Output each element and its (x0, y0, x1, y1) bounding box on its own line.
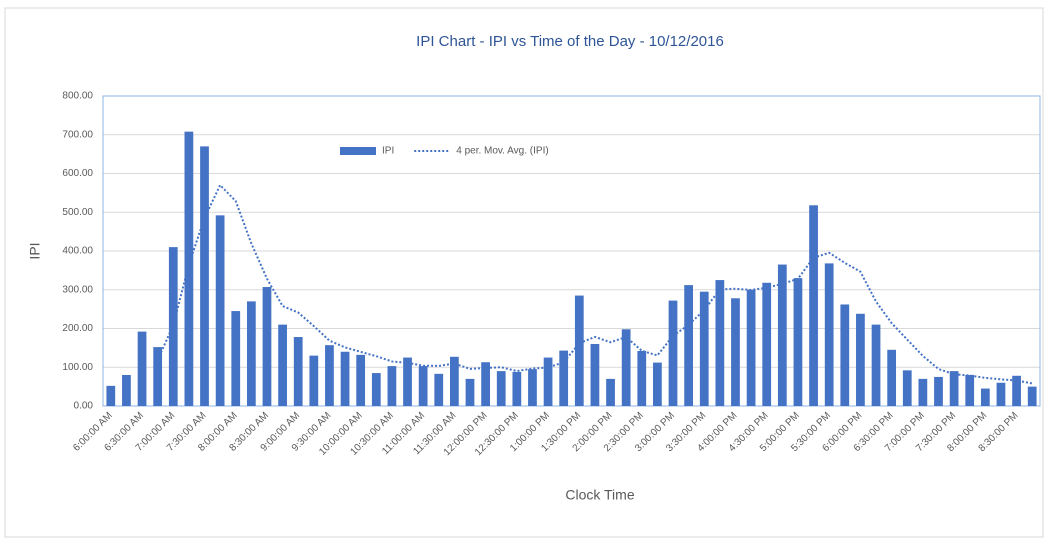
bar (715, 280, 725, 406)
bar (918, 378, 928, 406)
bar (403, 357, 412, 406)
y-tick-label: 0.00 (74, 401, 94, 412)
chart-title: IPI Chart - IPI vs Time of the Day - 10/… (416, 33, 724, 50)
bar (528, 369, 537, 406)
bar (418, 366, 428, 406)
bar (325, 345, 334, 406)
bar (278, 324, 287, 406)
bar (122, 375, 131, 406)
bar (809, 205, 818, 406)
legend-label: 4 per. Mov. Avg. (IPI) (456, 146, 548, 157)
legend-label: IPI (382, 146, 394, 157)
bar (371, 373, 381, 406)
bar (137, 331, 147, 406)
bar (262, 287, 272, 406)
bar (512, 371, 522, 406)
bar (434, 373, 444, 406)
bar (824, 263, 834, 406)
bar (293, 337, 303, 406)
y-tick-label: 500.00 (62, 207, 93, 218)
y-tick-label: 200.00 (62, 323, 93, 334)
bar (465, 378, 475, 406)
y-tick-label: 700.00 (62, 129, 93, 140)
bar (777, 264, 787, 406)
chart-frame (4, 7, 1044, 538)
bar (246, 301, 256, 406)
plot-border (102, 95, 1041, 407)
bar (1012, 375, 1021, 406)
bar (387, 366, 397, 406)
bar (496, 371, 506, 406)
legend-swatch (340, 147, 376, 155)
bar (840, 304, 850, 406)
bar (653, 362, 662, 406)
bar (356, 354, 366, 406)
moving-average-line (156, 183, 1033, 385)
bar (731, 298, 740, 406)
bar (699, 291, 709, 406)
bar (574, 295, 584, 406)
bar (871, 324, 881, 406)
y-tick-label: 600.00 (62, 168, 93, 179)
y-tick-label: 800.00 (62, 91, 93, 102)
bar (621, 329, 631, 406)
bar (340, 351, 350, 406)
bar (215, 215, 225, 406)
y-tick-label: 300.00 (62, 284, 93, 295)
bar (543, 357, 553, 406)
bar (996, 382, 1006, 406)
y-axis-title: IPI (27, 242, 43, 259)
bar (902, 370, 912, 406)
bar (184, 131, 194, 406)
bar (684, 285, 693, 406)
bar (856, 313, 865, 406)
bar (934, 376, 943, 406)
bar (637, 350, 647, 406)
bar (481, 362, 490, 406)
bar (965, 375, 975, 406)
y-tick-label: 100.00 (62, 362, 93, 373)
bar (606, 378, 615, 406)
bar (762, 282, 772, 406)
bar (949, 371, 959, 406)
bar (106, 385, 116, 406)
bar (1027, 386, 1037, 406)
bar (980, 388, 990, 406)
bar (231, 311, 241, 406)
bar (309, 355, 319, 406)
bar (200, 146, 209, 406)
bar (793, 278, 803, 406)
bar (153, 347, 163, 406)
x-axis-title: Clock Time (565, 487, 634, 503)
bar (887, 349, 897, 406)
y-tick-label: 400.00 (62, 246, 93, 257)
bar (668, 300, 678, 406)
bar (559, 350, 569, 406)
bar (746, 289, 756, 406)
bar (590, 344, 600, 406)
bar (450, 356, 459, 406)
